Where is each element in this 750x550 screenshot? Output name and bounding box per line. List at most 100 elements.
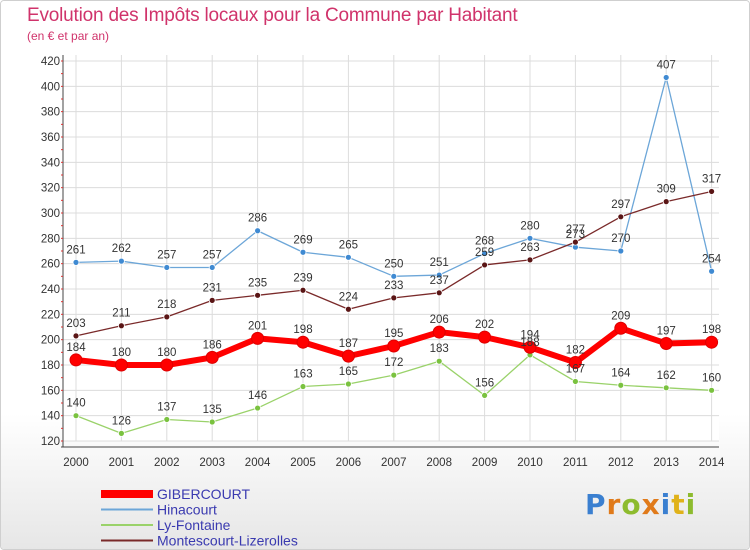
x-tick-label: 2008	[426, 457, 452, 469]
x-tick-label: 2003	[199, 457, 225, 469]
data-label: 239	[293, 272, 312, 284]
data-label: 273	[566, 229, 585, 241]
data-label: 187	[339, 338, 358, 350]
data-label: 201	[248, 320, 267, 332]
data-point	[568, 355, 582, 369]
data-label: 218	[157, 299, 176, 311]
data-point	[662, 384, 670, 392]
data-label: 135	[203, 404, 222, 416]
data-label: 160	[702, 372, 721, 384]
data-label: 186	[203, 339, 222, 351]
data-point	[387, 339, 401, 353]
y-tick-label: 280	[41, 233, 60, 245]
data-label: 203	[66, 318, 85, 330]
x-tick-label: 2001	[109, 457, 135, 469]
data-label: 165	[339, 366, 358, 378]
data-label: 209	[611, 310, 630, 322]
data-label: 407	[657, 59, 676, 71]
legend-label: GIBERCOURT	[157, 486, 251, 502]
data-label: 211	[112, 308, 130, 320]
y-tick-label: 320	[41, 183, 60, 195]
data-point	[662, 74, 670, 81]
data-label: 197	[657, 325, 676, 337]
data-point	[208, 264, 216, 271]
data-label: 317	[702, 173, 721, 185]
data-point	[705, 335, 719, 349]
data-point	[72, 332, 80, 340]
data-label: 146	[248, 390, 267, 402]
data-point	[435, 271, 443, 279]
y-tick-label: 200	[41, 335, 60, 347]
data-label: 180	[112, 347, 131, 359]
chart-title: Evolution des Impôts locaux pour la Comm…	[27, 5, 518, 26]
y-tick-label: 360	[41, 132, 60, 144]
data-point	[481, 391, 489, 399]
data-label: 172	[384, 357, 403, 369]
data-label: 206	[430, 314, 449, 326]
data-point	[526, 234, 534, 242]
data-point	[72, 258, 80, 266]
data-label: 257	[157, 249, 176, 261]
data-point	[208, 296, 216, 304]
data-point	[390, 294, 398, 302]
data-point	[708, 386, 715, 394]
data-point	[254, 227, 262, 235]
logo-letter: r	[606, 488, 622, 521]
data-point	[523, 340, 537, 354]
y-tick-label: 240	[41, 284, 60, 296]
data-label: 233	[384, 280, 403, 292]
data-point	[205, 350, 219, 364]
x-tick-label: 2013	[653, 457, 679, 469]
data-point	[163, 416, 171, 423]
data-point	[299, 286, 307, 294]
x-tick-label: 2010	[517, 457, 543, 469]
data-point	[118, 322, 125, 330]
data-label: 163	[293, 369, 312, 381]
data-label: 277	[566, 224, 585, 236]
x-tick-label: 2006	[336, 457, 362, 469]
data-label: 137	[157, 401, 176, 413]
data-label: 263	[520, 242, 539, 254]
data-point	[254, 291, 262, 299]
data-point	[160, 358, 174, 372]
data-point	[163, 264, 171, 271]
data-point	[659, 336, 673, 350]
data-label: 224	[339, 291, 359, 303]
legend-label: Ly-Fontaine	[157, 517, 231, 533]
data-label: 254	[702, 253, 722, 265]
data-point	[617, 213, 625, 221]
x-tick-label: 2007	[381, 457, 407, 469]
y-tick-label: 260	[41, 259, 60, 271]
data-label: 198	[293, 324, 312, 336]
legend-label: Hinacourt	[157, 502, 217, 518]
data-point	[572, 238, 579, 246]
x-tick-label: 2009	[472, 457, 498, 469]
data-point	[254, 404, 262, 412]
data-point	[299, 383, 307, 390]
data-label: 309	[657, 184, 676, 196]
logo-letter: x	[641, 488, 661, 521]
data-label: 184	[66, 342, 86, 354]
chart-subtitle: (en € et par an)	[27, 29, 110, 43]
data-point	[118, 429, 125, 437]
data-label: 180	[157, 347, 176, 359]
data-point	[614, 321, 628, 335]
y-tick-label: 140	[41, 411, 60, 423]
x-tick-label: 2005	[290, 457, 316, 469]
data-point	[708, 188, 715, 195]
data-point	[708, 267, 715, 275]
data-label: 280	[520, 220, 539, 232]
data-point	[114, 358, 128, 372]
data-point	[572, 378, 579, 385]
data-label: 183	[430, 343, 449, 355]
data-label: 202	[475, 319, 494, 331]
data-point	[296, 335, 310, 349]
data-point	[435, 289, 443, 297]
data-point	[435, 357, 443, 365]
data-point	[432, 325, 446, 339]
data-label: 235	[248, 277, 267, 289]
data-label: 167	[566, 363, 585, 375]
y-tick-label: 120	[41, 436, 60, 448]
x-tick-label: 2012	[608, 457, 634, 469]
